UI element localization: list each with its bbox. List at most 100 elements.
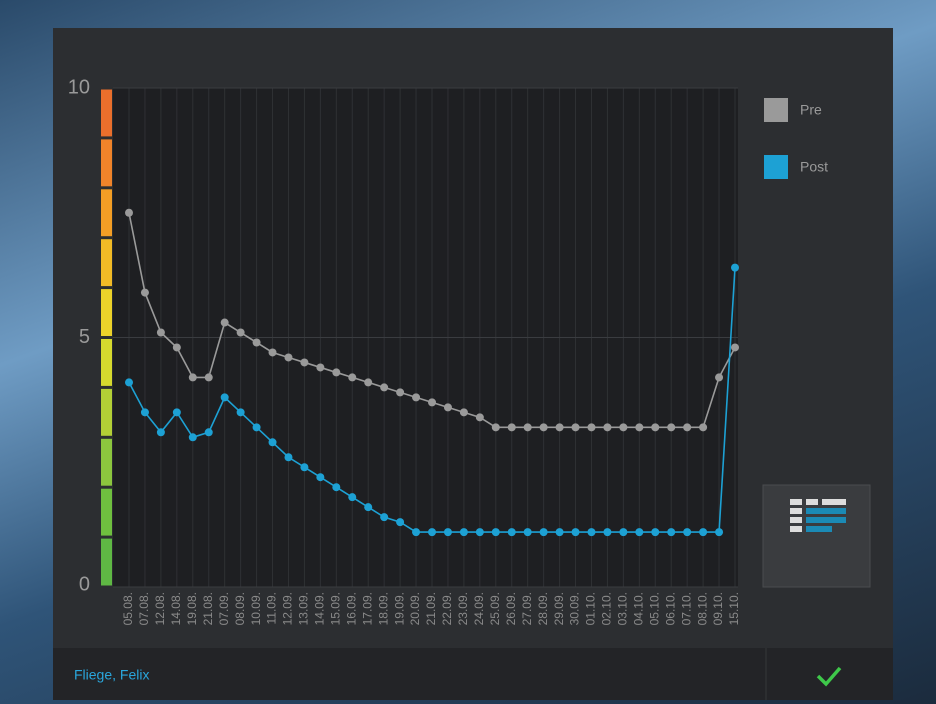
table-icon — [790, 499, 846, 532]
x-tick-label: 23.09. — [456, 592, 470, 625]
data-point — [635, 528, 644, 537]
data-point — [715, 528, 724, 537]
data-point — [156, 428, 165, 437]
data-point — [683, 528, 692, 537]
data-point — [252, 338, 261, 347]
scale-segment — [101, 538, 112, 586]
x-tick-label: 05.10. — [647, 592, 661, 625]
data-point — [412, 393, 421, 402]
x-tick-label: 20.09. — [408, 592, 422, 625]
patient-name: Fliege, Felix — [74, 667, 149, 683]
x-tick-label: 14.08. — [169, 592, 183, 625]
data-point — [555, 423, 564, 432]
scale-segment — [101, 239, 112, 287]
data-point — [731, 263, 739, 272]
data-point — [443, 403, 452, 412]
data-point — [731, 343, 739, 352]
data-point — [172, 343, 181, 352]
data-point — [491, 423, 500, 432]
data-point — [332, 483, 341, 492]
data-point — [715, 373, 724, 382]
data-point — [443, 528, 452, 537]
x-tick-label: 26.09. — [504, 592, 518, 625]
scale-segment — [101, 289, 112, 336]
x-tick-label: 21.08. — [201, 592, 215, 625]
data-point — [571, 528, 580, 537]
x-tick-label: 12.08. — [153, 592, 167, 625]
legend-swatch — [764, 98, 788, 122]
confirm-button[interactable] — [816, 666, 842, 687]
data-point — [635, 423, 644, 432]
data-point — [396, 518, 405, 527]
data-point — [539, 528, 548, 537]
y-tick-label: 0 — [79, 573, 90, 595]
data-point — [125, 378, 133, 387]
x-tick-label: 24.09. — [472, 592, 486, 625]
x-tick-label: 12.09. — [281, 592, 295, 625]
x-tick-label: 29.09. — [552, 592, 566, 625]
scale-segment — [101, 339, 112, 386]
data-point — [268, 438, 277, 447]
data-point — [491, 528, 500, 537]
x-tick-label: 15.09. — [328, 592, 342, 625]
x-tick-label: 11.09. — [265, 592, 279, 624]
data-point — [125, 208, 133, 217]
x-tick-label: 27.09. — [520, 592, 534, 625]
data-point — [316, 363, 325, 372]
data-point — [699, 528, 708, 537]
footer-bar — [53, 648, 893, 700]
y-tick-label: 5 — [79, 326, 90, 348]
data-point — [523, 423, 532, 432]
x-tick-label: 09.10. — [711, 592, 725, 625]
x-tick-label: 04.10. — [631, 592, 645, 625]
x-tick-label: 14.09. — [313, 592, 327, 625]
x-tick-label: 01.10. — [584, 592, 598, 625]
data-point — [571, 423, 580, 432]
x-tick-label: 25.09. — [488, 592, 502, 625]
scale-segment — [101, 438, 112, 486]
data-point — [188, 433, 197, 442]
data-point — [300, 463, 309, 472]
data-point — [268, 348, 277, 357]
x-tick-label: 10.09. — [249, 592, 263, 625]
data-point — [380, 513, 389, 522]
data-point — [380, 383, 389, 392]
x-tick-label: 07.08. — [137, 592, 151, 625]
data-point — [316, 473, 325, 482]
data-point — [475, 413, 484, 422]
data-point — [156, 328, 165, 337]
data-point — [140, 288, 149, 297]
data-point — [619, 423, 628, 432]
data-point — [475, 528, 484, 537]
data-point — [204, 373, 213, 382]
data-point — [236, 408, 245, 417]
data-point — [699, 423, 708, 432]
data-point — [507, 423, 516, 432]
data-point — [555, 528, 564, 537]
legend-label: Post — [800, 159, 828, 175]
data-point — [667, 528, 676, 537]
data-point — [204, 428, 213, 437]
data-point — [364, 378, 373, 387]
data-point — [651, 528, 660, 537]
data-point — [348, 493, 357, 502]
scale-segment — [101, 488, 112, 536]
legend-swatch — [764, 155, 788, 179]
x-tick-label: 18.09. — [376, 592, 390, 625]
x-tick-label: 06.10. — [663, 592, 677, 625]
severity-scale — [101, 89, 112, 586]
scale-segment — [101, 189, 112, 237]
data-point — [172, 408, 181, 417]
data-point — [396, 388, 405, 397]
x-tick-label: 02.10. — [600, 592, 614, 625]
data-point — [651, 423, 660, 432]
data-point — [284, 353, 293, 362]
data-point — [428, 398, 436, 407]
data-point — [539, 423, 548, 432]
data-point — [619, 528, 628, 537]
plot: 0 5 10 05.08. 07.08. 12.08. 14.08. 19.08. 21.08.… — [68, 76, 741, 625]
data-point — [220, 318, 229, 327]
data-point — [603, 528, 612, 537]
